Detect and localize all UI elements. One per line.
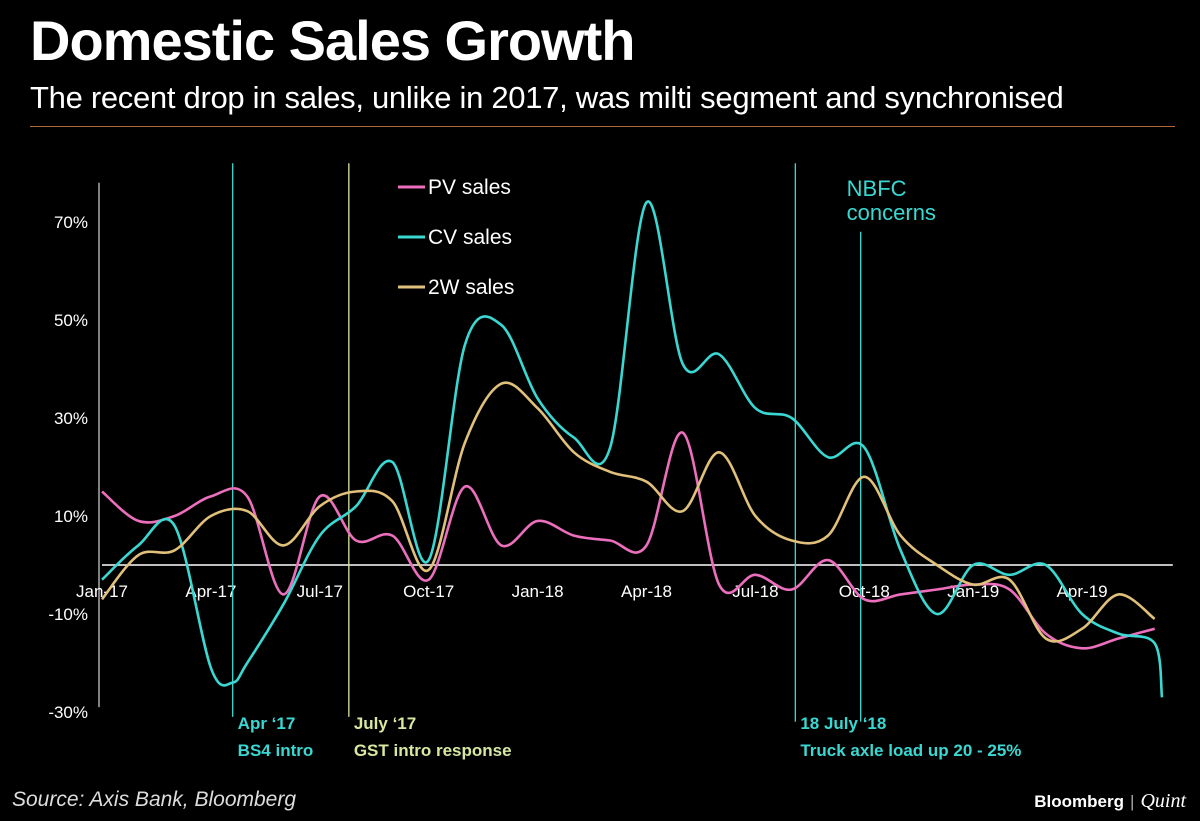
- annotation-label: Apr ‘17: [238, 714, 296, 733]
- x-tick-label: Jan-18: [512, 582, 564, 601]
- brand-main: Bloomberg: [1034, 792, 1125, 811]
- annotation-label: BS4 intro: [238, 741, 314, 760]
- y-tick-label: -30%: [48, 703, 88, 722]
- y-tick-label: 70%: [54, 213, 88, 232]
- title-divider: [30, 126, 1175, 127]
- legend-2w-label: 2W sales: [428, 276, 514, 299]
- annotation-label: GST intro response: [354, 741, 512, 760]
- x-tick-label: Oct-17: [403, 582, 454, 601]
- y-tick-label: -10%: [48, 605, 88, 624]
- brand-separator: |: [1130, 792, 1135, 811]
- x-tick-label: Apr-18: [621, 582, 672, 601]
- brand-logo: Bloomberg | Quint: [1034, 790, 1186, 813]
- legend-pv-label: PV sales: [428, 176, 511, 199]
- cv-sales-line: [101, 200, 1164, 698]
- x-tick-label: Jul-17: [297, 582, 343, 601]
- chart-subtitle: The recent drop in sales, unlike in 2017…: [30, 80, 1064, 115]
- x-tick-label: Jan-17: [76, 582, 128, 601]
- source-note: Source: Axis Bank, Bloomberg: [12, 788, 297, 811]
- annotation-label: 18 July ‘18: [800, 714, 886, 733]
- annotation-label: NBFC: [847, 176, 907, 201]
- y-tick-label: 30%: [54, 409, 88, 428]
- x-tick-label: Apr-17: [185, 582, 236, 601]
- annotation-label: concerns: [847, 200, 936, 225]
- annotation-label: July ‘17: [354, 714, 416, 733]
- annotation-label: Truck axle load up 20 - 25%: [800, 741, 1021, 760]
- y-tick-label: 50%: [54, 311, 88, 330]
- x-tick-label: Apr-19: [1057, 582, 1108, 601]
- chart-title: Domestic Sales Growth: [30, 9, 636, 72]
- pv-sales-line: [101, 431, 1156, 650]
- legend-cv-label: CV sales: [428, 226, 512, 249]
- x-tick-label: Jul-18: [732, 582, 778, 601]
- brand-sub: Quint: [1140, 790, 1186, 812]
- 2w-sales-line: [100, 381, 1156, 643]
- y-tick-label: 10%: [54, 507, 88, 526]
